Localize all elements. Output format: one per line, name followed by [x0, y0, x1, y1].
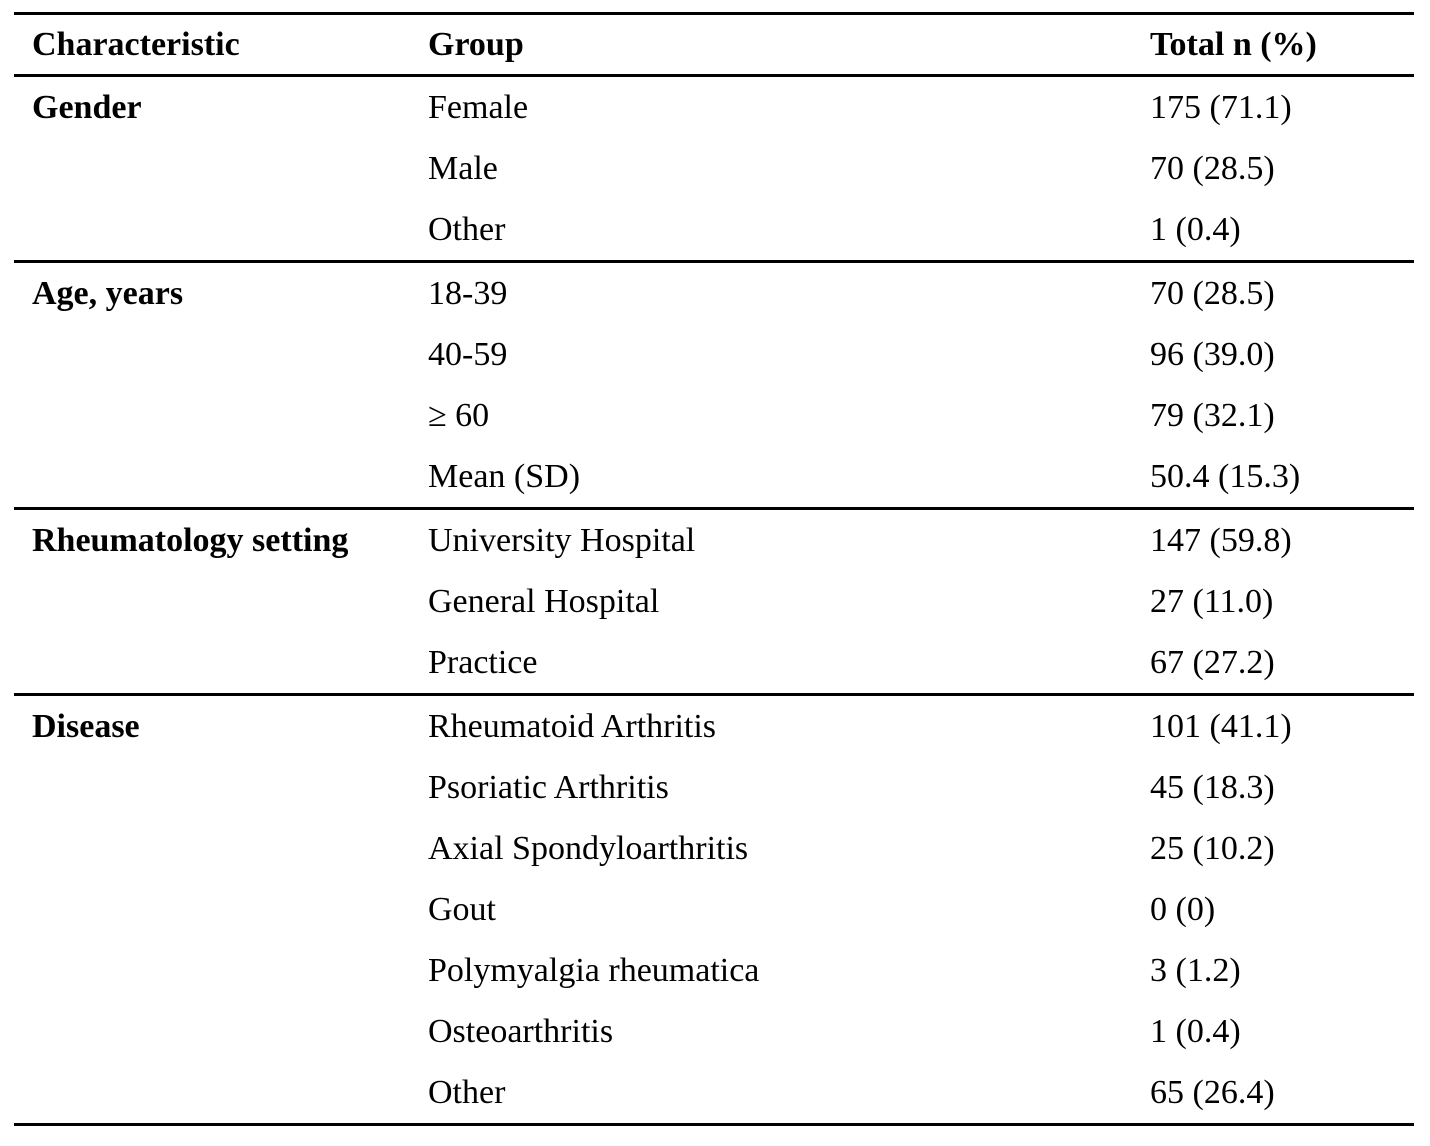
total-cell: 65 (26.4) [1150, 1073, 1275, 1111]
section-rheumatology-setting: Rheumatology setting University Hospital… [14, 510, 1414, 696]
table-row: Gout 0 (0) [14, 879, 1414, 940]
table-row: Disease Rheumatoid Arthritis 101 (41.1) [14, 696, 1414, 757]
total-cell: 3 (1.2) [1150, 951, 1241, 989]
group-cell: Psoriatic Arthritis [428, 768, 669, 806]
total-cell: 67 (27.2) [1150, 643, 1275, 681]
total-cell: 1 (0.4) [1150, 210, 1241, 248]
total-cell: 45 (18.3) [1150, 768, 1275, 806]
table-row: Male 70 (28.5) [14, 138, 1414, 199]
table-row: Osteoarthritis 1 (0.4) [14, 1001, 1414, 1062]
group-cell: 40-59 [428, 335, 508, 373]
group-cell: Female [428, 88, 529, 126]
table-row: Rheumatology setting University Hospital… [14, 510, 1414, 571]
table-row: Axial Spondyloarthritis 25 (10.2) [14, 818, 1414, 879]
table-row: 40-59 96 (39.0) [14, 324, 1414, 385]
group-cell: Other [428, 210, 506, 248]
total-cell: 175 (71.1) [1150, 88, 1292, 126]
total-cell: 0 (0) [1150, 890, 1216, 928]
table-row: Age, years 18-39 70 (28.5) [14, 263, 1414, 324]
table-row: Polymyalgia rheumatica 3 (1.2) [14, 940, 1414, 1001]
total-cell: 101 (41.1) [1150, 707, 1292, 745]
table-row: Gender Female 175 (71.1) [14, 77, 1414, 138]
column-header-characteristic: Characteristic [32, 25, 240, 63]
table-row: Psoriatic Arthritis 45 (18.3) [14, 757, 1414, 818]
group-cell: Other [428, 1073, 506, 1111]
section-disease: Disease Rheumatoid Arthritis 101 (41.1) … [14, 696, 1414, 1123]
column-header-total: Total n (%) [1150, 25, 1317, 63]
table-row: Mean (SD) 50.4 (15.3) [14, 446, 1414, 507]
characteristics-table: Characteristic Group Total n (%) Gender … [14, 12, 1414, 1126]
group-cell: Polymyalgia rheumatica [428, 951, 760, 989]
table-header-row: Characteristic Group Total n (%) [14, 15, 1414, 77]
total-cell: 50.4 (15.3) [1150, 457, 1301, 495]
group-cell: General Hospital [428, 582, 660, 620]
characteristic-cell: Rheumatology setting [32, 521, 349, 559]
group-cell: University Hospital [428, 521, 696, 559]
total-cell: 96 (39.0) [1150, 335, 1275, 373]
group-cell: Rheumatoid Arthritis [428, 707, 717, 745]
group-cell: Gout [428, 890, 496, 928]
total-cell: 79 (32.1) [1150, 396, 1275, 434]
group-cell: ≥ 60 [428, 396, 490, 434]
total-cell: 70 (28.5) [1150, 149, 1275, 187]
characteristic-cell: Age, years [32, 274, 184, 312]
column-header-group: Group [428, 25, 524, 63]
total-cell: 27 (11.0) [1150, 582, 1274, 620]
table-row: Practice 67 (27.2) [14, 632, 1414, 693]
table-row: Other 1 (0.4) [14, 199, 1414, 260]
group-cell: Practice [428, 643, 538, 681]
section-gender: Gender Female 175 (71.1) Male 70 (28.5) … [14, 77, 1414, 263]
group-cell: Axial Spondyloarthritis [428, 829, 749, 867]
total-cell: 25 (10.2) [1150, 829, 1275, 867]
group-cell: Mean (SD) [428, 457, 581, 495]
characteristic-cell: Gender [32, 88, 142, 126]
table-row: Other 65 (26.4) [14, 1062, 1414, 1123]
total-cell: 147 (59.8) [1150, 521, 1292, 559]
total-cell: 70 (28.5) [1150, 274, 1275, 312]
total-cell: 1 (0.4) [1150, 1012, 1241, 1050]
table-row: ≥ 60 79 (32.1) [14, 385, 1414, 446]
characteristic-cell: Disease [32, 707, 140, 745]
group-cell: Osteoarthritis [428, 1012, 614, 1050]
group-cell: Male [428, 149, 498, 187]
section-age: Age, years 18-39 70 (28.5) 40-59 96 (39.… [14, 263, 1414, 510]
table-row: General Hospital 27 (11.0) [14, 571, 1414, 632]
group-cell: 18-39 [428, 274, 508, 312]
